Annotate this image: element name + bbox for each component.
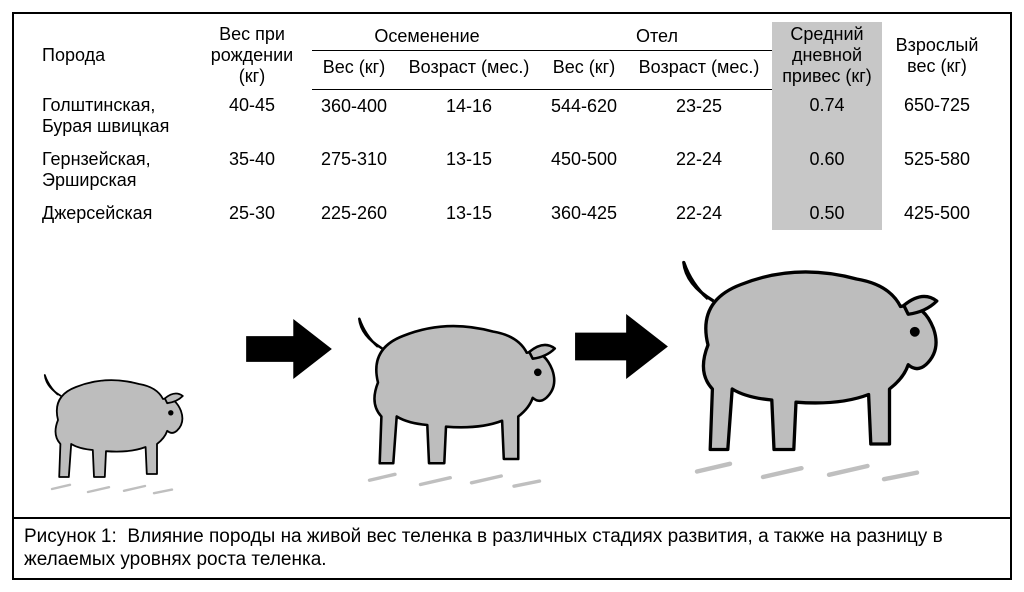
growth-illustration xyxy=(14,234,1010,524)
cell-birth: 40-45 xyxy=(192,89,312,143)
cell-adg: 0.74 xyxy=(772,89,882,143)
cell-birth: 25-30 xyxy=(192,197,312,230)
breed-table-area: Порода Вес при рождении (кг) Осеменение … xyxy=(14,14,1010,234)
cell-insem-a: 13-15 xyxy=(396,143,542,197)
cell-calv-a: 23-25 xyxy=(626,89,772,143)
cow-icon xyxy=(664,224,950,488)
arrow-icon xyxy=(574,314,669,379)
cell-calv-a: 22-24 xyxy=(626,143,772,197)
col-insem-age: Возраст (мес.) xyxy=(396,51,542,89)
cell-adult: 650-725 xyxy=(882,89,992,143)
col-insemination: Осеменение xyxy=(312,22,542,51)
cell-birth: 35-40 xyxy=(192,143,312,197)
caption-label: Рисунок 1: xyxy=(24,526,117,547)
cell-breed: Гернзейская, Эрширская xyxy=(32,143,192,197)
table-row: Голштинская, Бурая швицкая 40-45 360-400… xyxy=(32,89,992,143)
col-birth-weight: Вес при рождении (кг) xyxy=(192,22,312,89)
arrow-icon xyxy=(244,319,334,379)
col-breed: Порода xyxy=(32,22,192,89)
breed-growth-table: Порода Вес при рождении (кг) Осеменение … xyxy=(32,22,992,230)
cell-calv-w: 360-425 xyxy=(542,197,626,230)
cow-icon xyxy=(34,354,190,498)
cell-breed: Голштинская, Бурая швицкая xyxy=(32,89,192,143)
caption-text: Влияние породы на живой вес теленка в ра… xyxy=(24,526,943,571)
cell-calv-w: 544-620 xyxy=(542,89,626,143)
cell-adg: 0.60 xyxy=(772,143,882,197)
cell-insem-w: 360-400 xyxy=(312,89,396,143)
col-adg: Средний дневной привес (кг) xyxy=(772,22,882,89)
header-row-1: Порода Вес при рождении (кг) Осеменение … xyxy=(32,22,992,51)
cell-breed: Джерсейская xyxy=(32,197,192,230)
cell-calv-w: 450-500 xyxy=(542,143,626,197)
col-adult-weight: Взрослый вес (кг) xyxy=(882,22,992,89)
figure-caption: Рисунок 1: Влияние породы на живой вес т… xyxy=(14,517,1010,579)
cell-insem-w: 275-310 xyxy=(312,143,396,197)
cell-insem-a: 14-16 xyxy=(396,89,542,143)
cell-adult: 525-580 xyxy=(882,143,992,197)
col-calv-weight: Вес (кг) xyxy=(542,51,626,89)
figure-frame: Порода Вес при рождении (кг) Осеменение … xyxy=(12,12,1012,580)
col-insem-weight: Вес (кг) xyxy=(312,51,396,89)
col-calv-age: Возраст (мес.) xyxy=(626,51,772,89)
col-calving: Отел xyxy=(542,22,772,51)
cell-insem-a: 13-15 xyxy=(396,197,542,230)
cow-icon xyxy=(344,289,565,493)
table-row: Гернзейская, Эрширская 35-40 275-310 13-… xyxy=(32,143,992,197)
cell-insem-w: 225-260 xyxy=(312,197,396,230)
